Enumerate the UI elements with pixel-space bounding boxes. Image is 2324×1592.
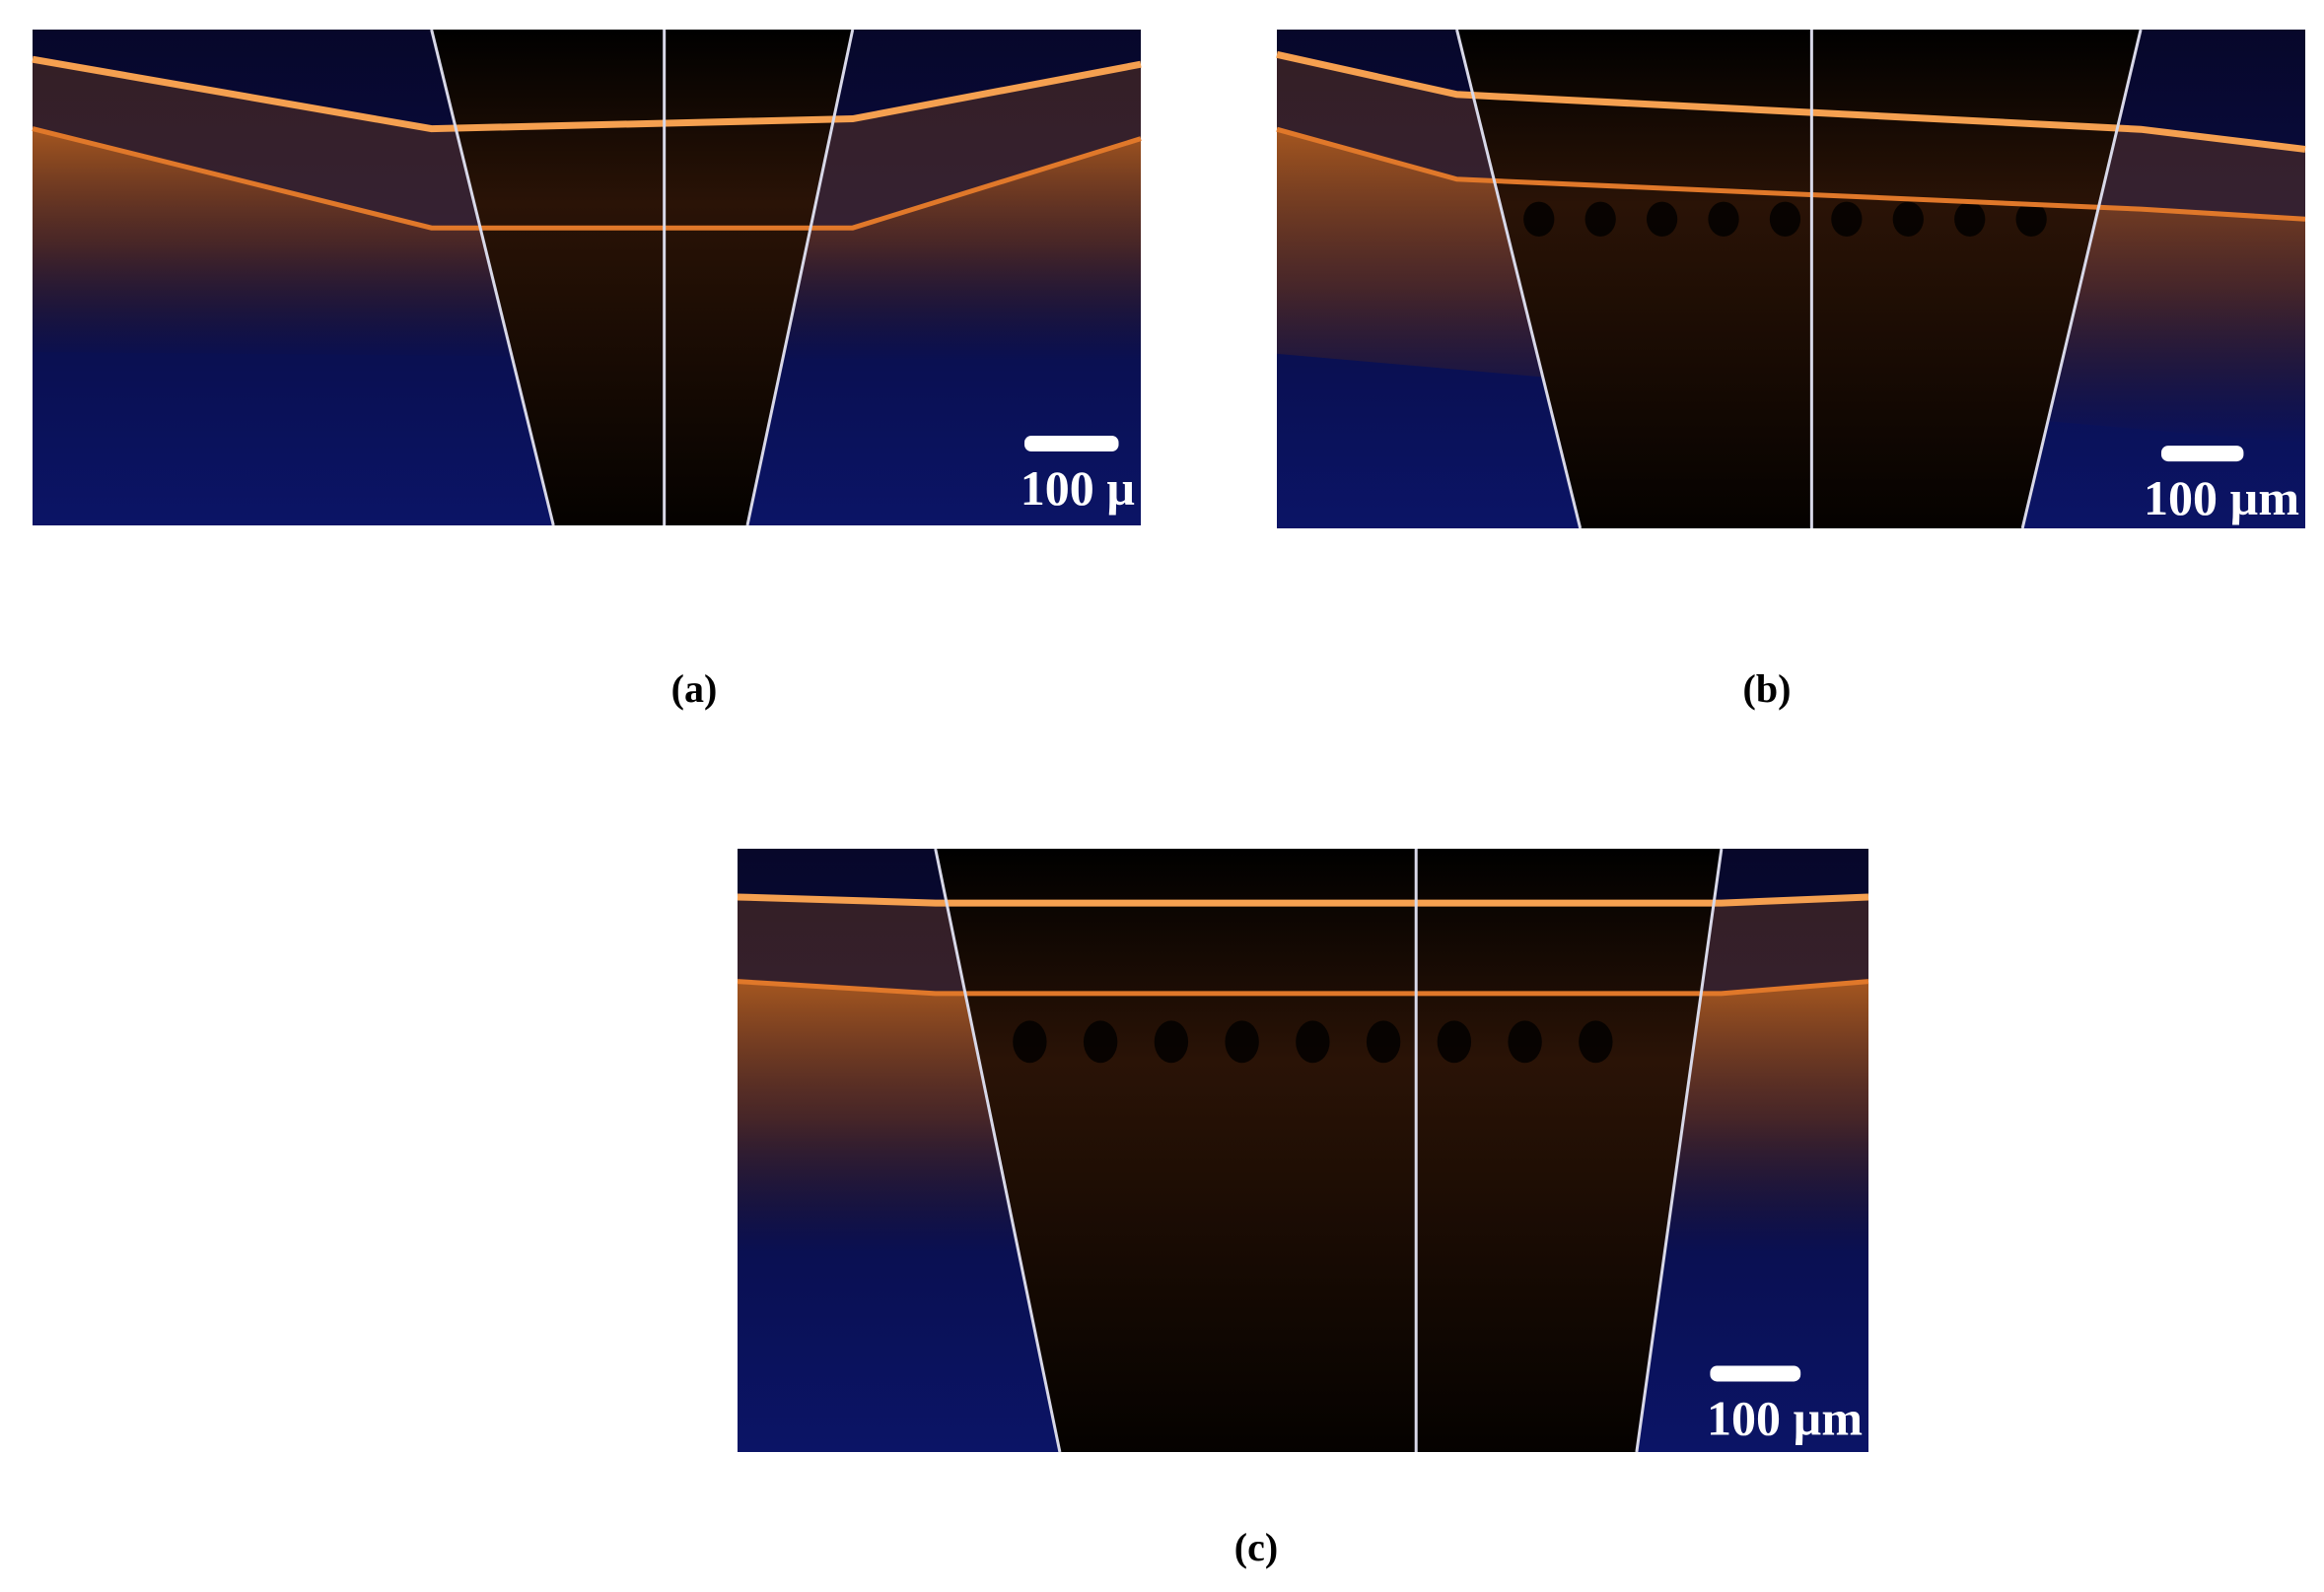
section-edge [430,29,555,526]
glass-line [32,55,1142,133]
pore [1083,1020,1118,1064]
scale-bar-label: 100 µm [1707,1390,1863,1445]
pore [1708,201,1739,237]
panel-label: (b) [1743,666,1792,711]
scale-bar [1710,1365,1801,1382]
pore [1831,201,1863,237]
pore [1579,1020,1613,1064]
pore [1646,201,1678,237]
scale-bar [2160,446,2244,462]
glass-line [737,893,1869,907]
pore [1523,201,1555,237]
section-edge [1635,848,1724,1453]
pore [1366,1020,1401,1064]
pore [1154,1020,1189,1064]
panel-label: (c) [1234,1525,1278,1569]
pore [1769,201,1801,237]
scale-bar-label: 100 µ [1021,460,1135,516]
tissue-surface [32,126,1142,231]
pore [1296,1020,1330,1064]
oct-panel: 100 µ [32,29,1142,526]
oct-panel: 100 µm [1276,29,2306,529]
panel-label: (a) [671,666,718,711]
pore [1892,201,1924,237]
glass-line [1276,50,2306,153]
oct-panel: 100 µm [737,848,1869,1453]
cross-section [1456,30,2142,528]
section-edge [2020,29,2143,529]
scale-bar-label: 100 µm [2144,470,2299,525]
pore [1013,1020,1047,1064]
pore [1508,1020,1542,1064]
cross-section [431,30,853,525]
pore [2015,201,2047,237]
section-edge [1455,29,1583,529]
tissue-surface [737,979,1869,997]
section-edge [745,29,855,526]
pore [1437,1020,1472,1064]
pore [1585,201,1616,237]
cross-section [935,849,1722,1452]
scale-bar [1023,436,1119,452]
section-edge [934,848,1062,1453]
tissue-surface [1276,126,2306,222]
pore [1225,1020,1259,1064]
pore [1954,201,1986,237]
